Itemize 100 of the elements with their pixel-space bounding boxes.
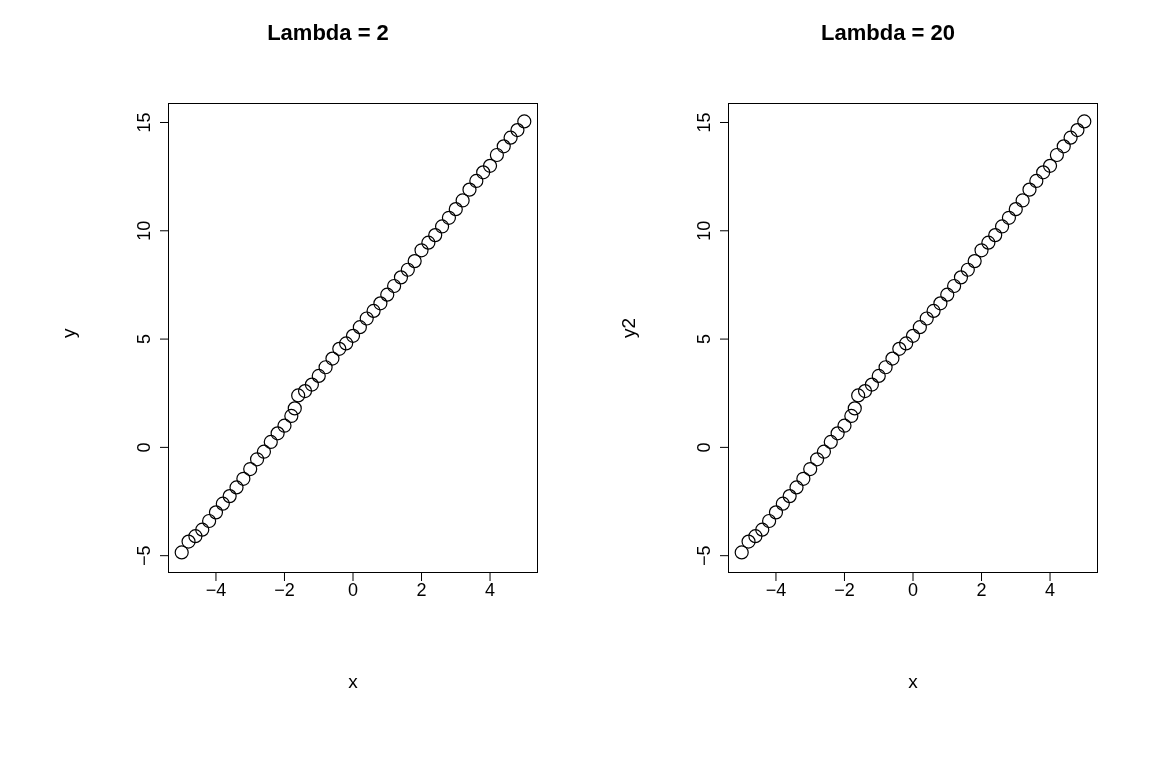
point: [407, 254, 422, 269]
y-tick-label: 15: [694, 112, 714, 133]
point: [304, 377, 319, 392]
point: [249, 452, 265, 467]
point: [1001, 210, 1017, 225]
x-tick-label: 4: [1045, 579, 1056, 600]
point: [380, 287, 395, 302]
point: [236, 471, 251, 486]
x-axis-title: x: [908, 671, 919, 692]
point: [926, 303, 941, 319]
x-tick-label: −2: [834, 579, 855, 600]
point: [857, 383, 873, 399]
point: [768, 505, 784, 520]
point: [748, 529, 763, 544]
point: [885, 351, 900, 366]
point: [359, 311, 374, 326]
point: [287, 401, 302, 416]
point: [974, 243, 989, 258]
point: [947, 278, 962, 294]
point: [1042, 158, 1058, 173]
x-tick-label: 0: [347, 579, 359, 600]
point: [823, 434, 838, 450]
x-tick-label: 2: [976, 579, 987, 600]
point: [291, 388, 306, 403]
point: [919, 311, 934, 326]
point: [960, 262, 975, 277]
point: [844, 408, 859, 424]
point: [188, 529, 203, 544]
point: [366, 303, 381, 319]
point: [462, 182, 477, 197]
point: [318, 360, 333, 375]
point: [208, 505, 224, 520]
point: [762, 513, 777, 529]
x-tick-label: −4: [205, 579, 227, 600]
point: [448, 202, 463, 217]
x-tick-label: 2: [416, 579, 427, 600]
x-tick-label: 4: [485, 579, 496, 600]
point: [352, 320, 367, 335]
point: [816, 444, 832, 459]
point: [847, 401, 862, 416]
point: [905, 328, 921, 343]
point: [393, 270, 409, 285]
point: [339, 336, 354, 351]
point: [953, 270, 969, 285]
point: [277, 418, 292, 433]
point: [871, 368, 886, 383]
x-tick-label: −2: [274, 579, 295, 600]
point: [775, 496, 790, 511]
chart-title: Lambda = 20: [820, 20, 956, 46]
y-tick-label: 15: [134, 112, 154, 133]
point: [476, 165, 491, 180]
point: [1056, 139, 1071, 154]
point: [755, 522, 770, 537]
point: [181, 534, 196, 549]
y-tick-label: −5: [694, 545, 714, 566]
point: [270, 426, 285, 441]
point: [284, 408, 299, 424]
point: [414, 243, 429, 258]
y-tick-label: 5: [694, 334, 714, 345]
y-tick-label: 0: [694, 442, 714, 453]
point: [809, 452, 825, 467]
point: [851, 388, 866, 403]
point: [1015, 193, 1030, 208]
point: [222, 489, 237, 504]
point: [782, 489, 797, 504]
point: [229, 480, 244, 495]
point: [734, 545, 749, 560]
point: [387, 278, 402, 294]
point: [510, 122, 525, 138]
point: [878, 360, 893, 375]
point: [202, 513, 217, 529]
point: [243, 461, 258, 477]
y-tick-label: −5: [134, 545, 154, 566]
y-axis-title: y2: [617, 317, 639, 338]
point: [496, 139, 511, 154]
point: [1008, 202, 1023, 217]
point: [1070, 122, 1085, 138]
point: [482, 158, 498, 173]
point: [373, 296, 388, 311]
point: [503, 130, 518, 145]
point: [864, 377, 879, 392]
point: [1077, 114, 1092, 129]
point: [400, 262, 415, 277]
point: [517, 114, 532, 129]
point: [912, 320, 927, 335]
point: [803, 461, 818, 477]
x-tick-label: 0: [907, 579, 919, 600]
point: [325, 351, 340, 366]
point: [837, 418, 852, 433]
point: [796, 471, 811, 486]
point: [940, 287, 955, 302]
point: [297, 383, 313, 399]
point: [988, 228, 1003, 243]
point: [1063, 130, 1078, 145]
y-axis-title: y: [57, 328, 79, 338]
point: [441, 210, 457, 225]
point: [1036, 165, 1051, 180]
point: [981, 235, 996, 250]
point: [469, 173, 484, 189]
point: [311, 368, 326, 383]
